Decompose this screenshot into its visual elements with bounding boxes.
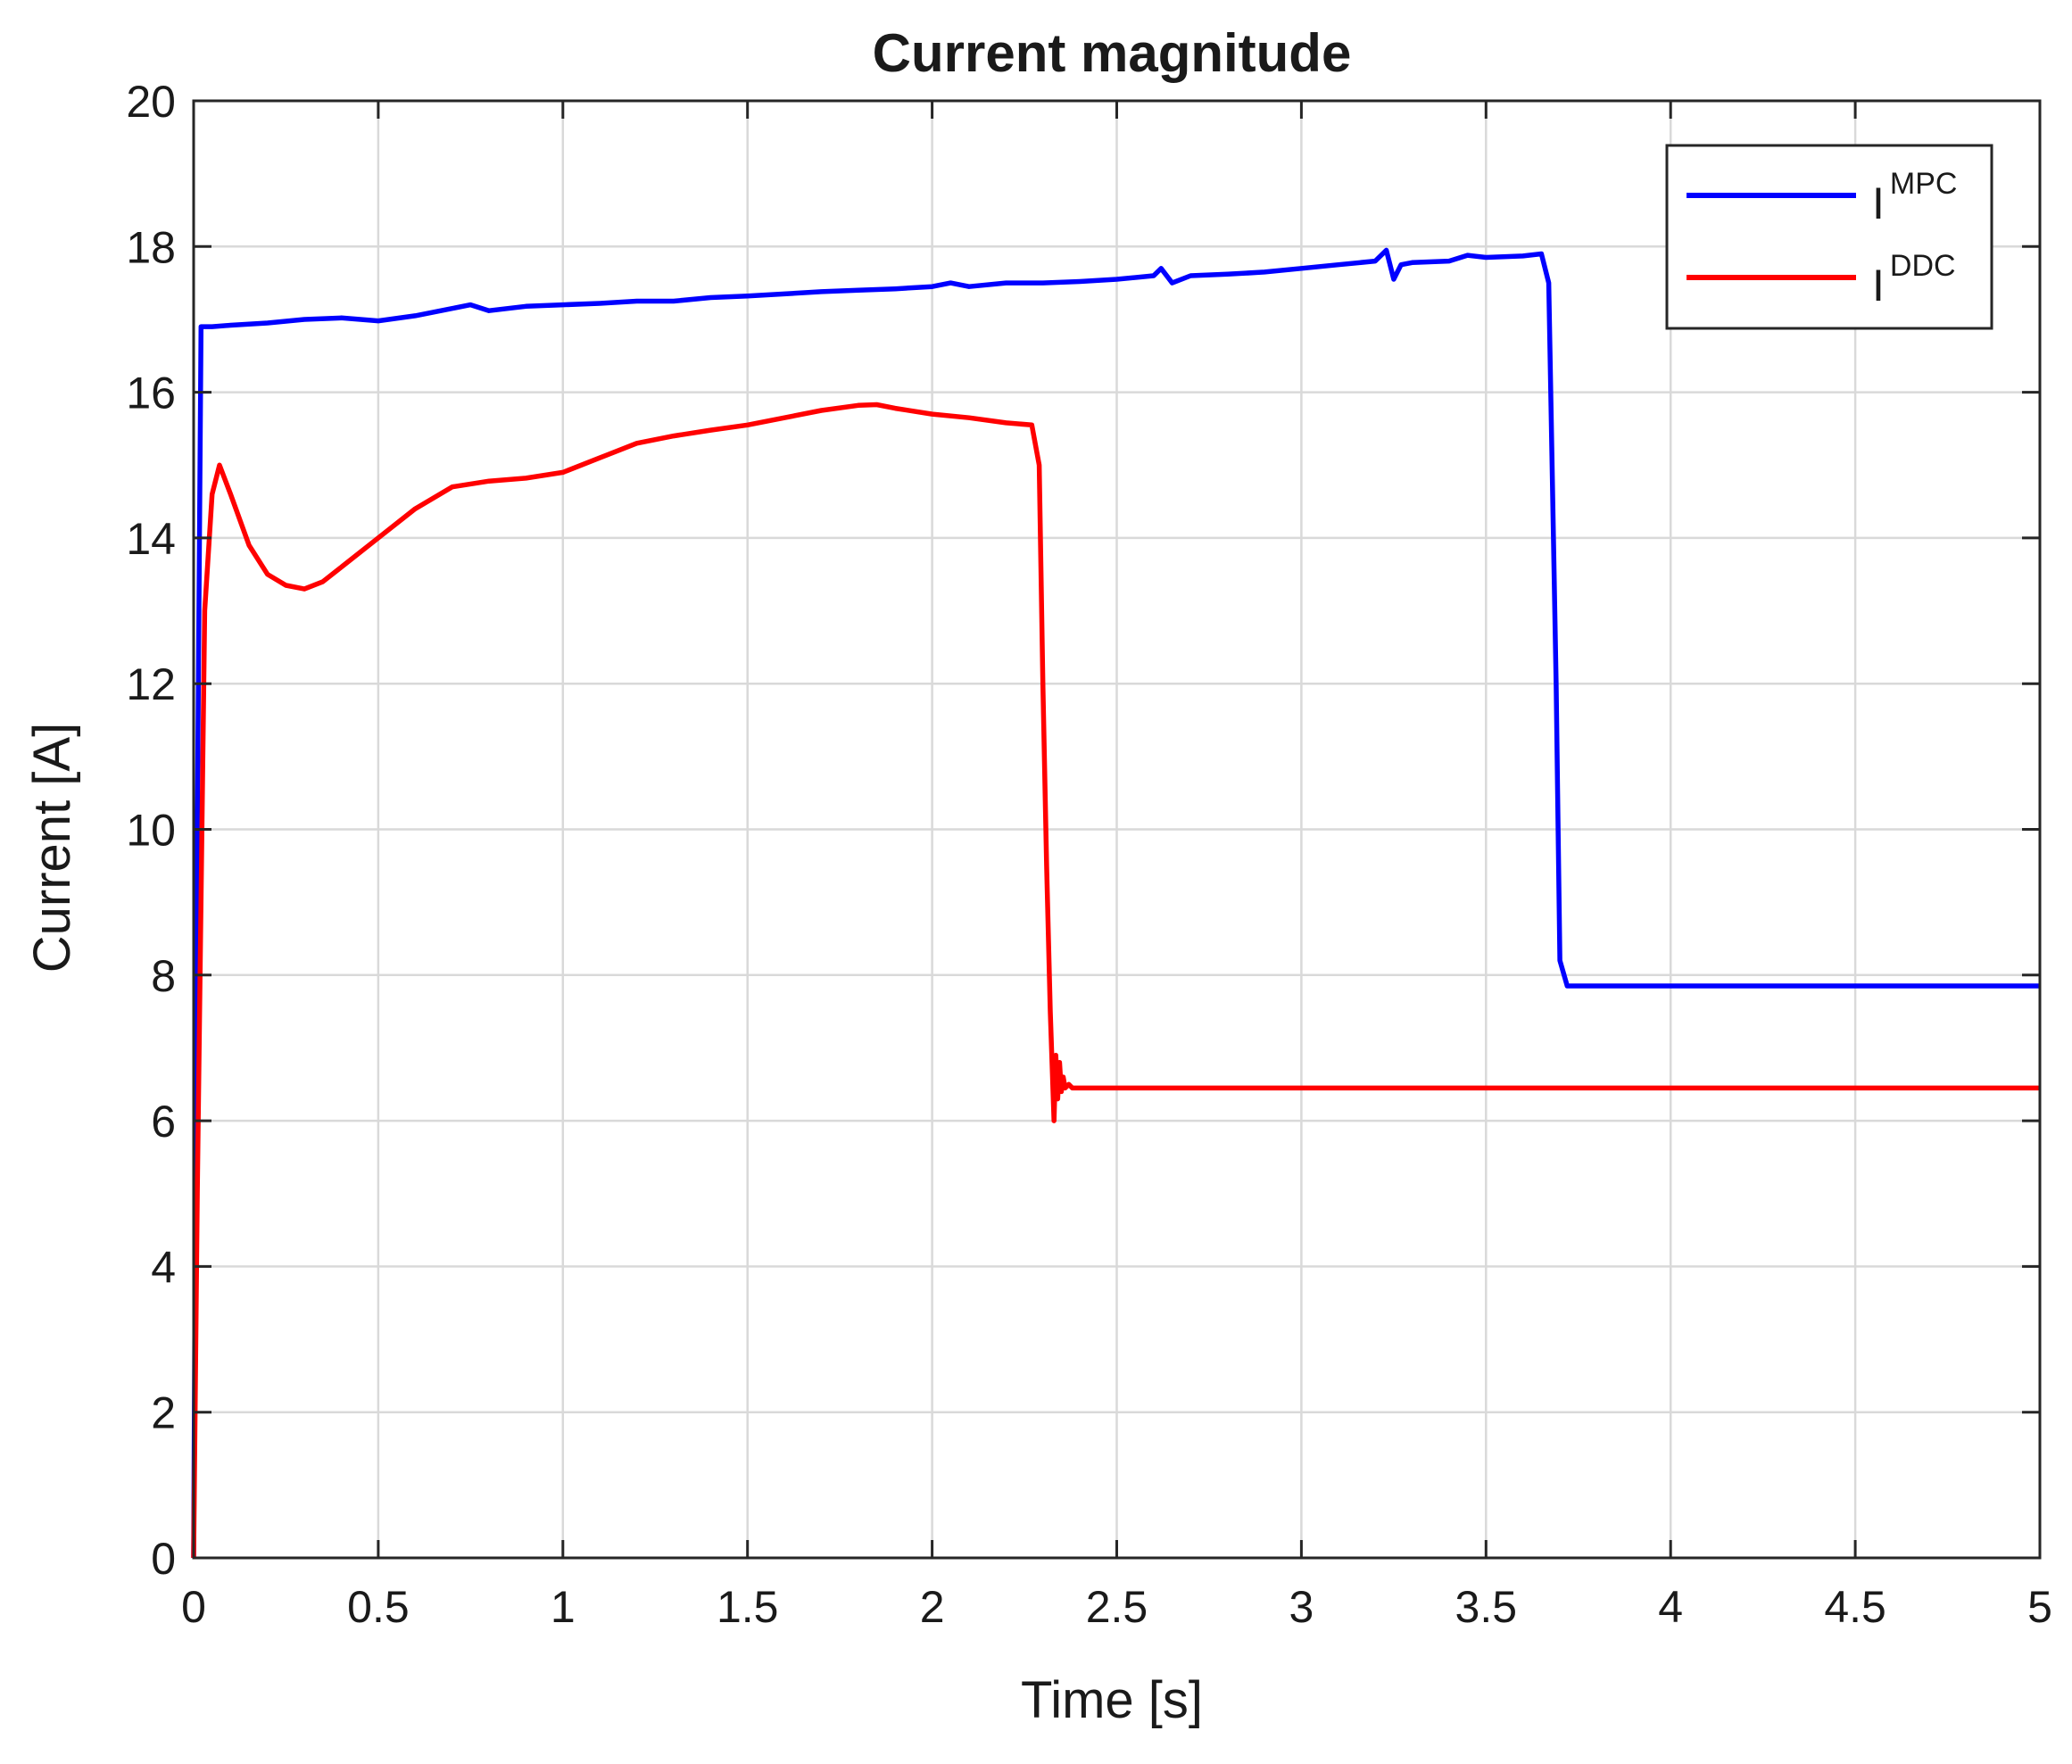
y-tick-label: 6 [151, 1097, 176, 1147]
y-tick-label: 16 [126, 369, 176, 418]
legend-label-ddc-base: I [1872, 261, 1885, 311]
y-tick-label: 10 [126, 806, 176, 856]
x-tick-label: 1.5 [717, 1582, 779, 1632]
x-tick-label: 4.5 [1824, 1582, 1886, 1632]
plot-area-border [192, 99, 2042, 1560]
legend: I MPC I DDC [1665, 144, 1993, 330]
y-tick-label: 0 [151, 1534, 176, 1584]
y-tick-label: 8 [151, 951, 176, 1001]
x-tick-label: 2.5 [1086, 1582, 1148, 1632]
legend-label-mpc: I MPC [1872, 167, 1957, 228]
y-tick-label: 20 [126, 77, 176, 127]
x-axis-label: Time [s] [1021, 1671, 1203, 1729]
x-tick-label: 3.5 [1455, 1582, 1518, 1632]
y-axis-label: Current [A] [23, 723, 81, 973]
x-tick-label: 2 [920, 1582, 945, 1632]
grid-lines [194, 101, 2040, 1558]
y-tick-label: 14 [126, 514, 176, 564]
x-tick-label: 0 [181, 1582, 206, 1632]
legend-box [1665, 144, 1993, 330]
legend-label-mpc-sup: MPC [1890, 167, 1958, 201]
y-tick-label: 12 [126, 659, 176, 709]
axes-frame [192, 99, 2042, 1560]
x-tick-label: 1 [551, 1582, 576, 1632]
y-tick-label: 4 [151, 1242, 176, 1292]
x-tick-label: 3 [1289, 1582, 1314, 1632]
x-tick-label: 0.5 [347, 1582, 410, 1632]
series-line-ddc [191, 402, 2040, 1559]
x-tick-label: 4 [1658, 1582, 1683, 1632]
chart-title: Current magnitude [873, 23, 1352, 83]
tick-labels: 0 0.5 1 1.5 2 2.5 3 3.5 4 4.5 5 0 2 4 6 8 10 12 14 16 18 20 [126, 77, 2052, 1632]
legend-label-ddc-sup: DDC [1890, 249, 1956, 283]
series-line-mpc [191, 247, 2040, 1559]
x-tick-label: 5 [2027, 1582, 2052, 1632]
y-tick-label: 2 [151, 1388, 176, 1438]
legend-label-ddc: I DDC [1872, 249, 1956, 311]
y-tick-label: 18 [126, 222, 176, 272]
legend-label-mpc-base: I [1872, 178, 1885, 228]
series-lines [191, 247, 2040, 1559]
